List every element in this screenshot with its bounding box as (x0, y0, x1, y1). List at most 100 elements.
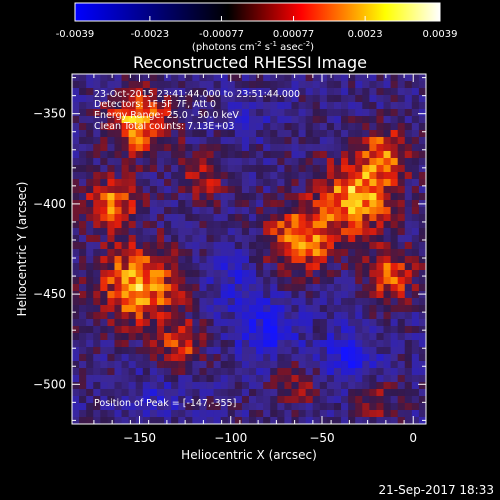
heatmap-cell (185, 361, 193, 369)
heatmap-cell (355, 144, 363, 152)
heatmap-cell (256, 179, 264, 187)
heatmap-cell (355, 249, 363, 257)
heatmap-cell (348, 158, 356, 166)
axis-ticks: −150 −100 −50 0−350−400−450−500 (33, 74, 426, 445)
heatmap-cell (376, 242, 384, 250)
heatmap-cell (348, 179, 356, 187)
heatmap-cell (270, 214, 278, 222)
heatmap-cell (192, 179, 200, 187)
heatmap-cell (341, 256, 349, 264)
heatmap-cell (227, 130, 236, 138)
heatmap-cell (241, 207, 250, 215)
heatmap-cell (383, 396, 391, 404)
heatmap-cell (249, 298, 257, 306)
heatmap-cell (114, 81, 122, 89)
heatmap-cell (404, 396, 413, 404)
heatmap-cell (206, 179, 214, 187)
heatmap-cell (114, 102, 122, 110)
heatmap-cell (270, 403, 278, 411)
heatmap-cell (135, 361, 144, 369)
heatmap-cell (107, 158, 115, 166)
heatmap-cell (270, 109, 278, 117)
heatmap-cell (220, 249, 229, 257)
heatmap-cell (411, 165, 420, 173)
heatmap-cell (156, 319, 165, 327)
heatmap-cell (72, 249, 80, 257)
heatmap-cell (418, 221, 427, 229)
heatmap-cell (270, 179, 278, 187)
heatmap-cell (298, 312, 307, 320)
heatmap-cell (227, 123, 236, 131)
heatmap-cell (114, 151, 122, 159)
heatmap-cell (234, 396, 243, 404)
heatmap-cell (249, 144, 257, 152)
heatmap-cell (213, 354, 222, 362)
heatmap-cell (121, 137, 130, 145)
heatmap-cell (298, 235, 307, 243)
heatmap-cell (135, 158, 144, 166)
heatmap-cell (79, 116, 87, 124)
heatmap-cell (227, 200, 236, 208)
heatmap-cell (369, 235, 377, 243)
heatmap-cell (121, 193, 130, 201)
heatmap-cell (397, 396, 406, 404)
heatmap-cell (121, 151, 130, 159)
heatmap-cell (362, 284, 370, 292)
heatmap-cell (185, 354, 193, 362)
heatmap-cell (192, 95, 200, 103)
heatmap-cell (100, 179, 108, 187)
heatmap-cell (390, 256, 399, 264)
heatmap-cell (383, 305, 391, 313)
heatmap-cell (156, 361, 165, 369)
heatmap-cell (326, 368, 335, 376)
heatmap-cell (404, 130, 413, 138)
heatmap-cell (199, 186, 207, 194)
heatmap-cell (355, 123, 363, 131)
heatmap-cell (121, 361, 130, 369)
heatmap-cell (93, 263, 101, 271)
heatmap-cell (164, 186, 172, 194)
heatmap-cell (291, 256, 299, 264)
heatmap-cell (383, 291, 391, 299)
heatmap-cell (348, 228, 356, 236)
heatmap-cell (213, 361, 222, 369)
heatmap-cell (100, 109, 108, 117)
heatmap-cell (411, 270, 420, 278)
heatmap-cell (390, 109, 399, 117)
heatmap-cell (128, 186, 137, 194)
heatmap-cell (277, 221, 285, 229)
heatmap-cell (79, 389, 87, 397)
heatmap-cell (348, 375, 356, 383)
heatmap-cell (142, 410, 151, 418)
heatmap-cell (333, 116, 342, 124)
heatmap-cell (93, 102, 101, 110)
heatmap-cell (348, 123, 356, 131)
heatmap-cell (404, 116, 413, 124)
heatmap-cell (369, 214, 377, 222)
heatmap-cell (149, 249, 158, 257)
heatmap-cell (135, 396, 144, 404)
heatmap-cell (326, 256, 335, 264)
heatmap-cell (376, 207, 384, 215)
heatmap-cell (312, 410, 321, 418)
heatmap-cell (362, 88, 370, 96)
heatmap-cell (171, 410, 179, 418)
heatmap-cell (142, 263, 151, 271)
heatmap-cell (114, 207, 122, 215)
heatmap-cell (418, 207, 427, 215)
heatmap-cell (149, 375, 158, 383)
heatmap-cell (199, 319, 207, 327)
heatmap-cell (142, 88, 151, 96)
heatmap-cell (348, 312, 356, 320)
heatmap-cell (355, 130, 363, 138)
heatmap-cell (397, 158, 406, 166)
heatmap-cell (362, 165, 370, 173)
heatmap-cell (220, 130, 229, 138)
heatmap-cell (256, 165, 264, 173)
heatmap-cell (100, 270, 108, 278)
heatmap-cell (326, 158, 335, 166)
heatmap-cell (355, 326, 363, 334)
heatmap-cell (383, 235, 391, 243)
heatmap-cell (107, 193, 115, 201)
heatmap-cell (369, 340, 377, 348)
